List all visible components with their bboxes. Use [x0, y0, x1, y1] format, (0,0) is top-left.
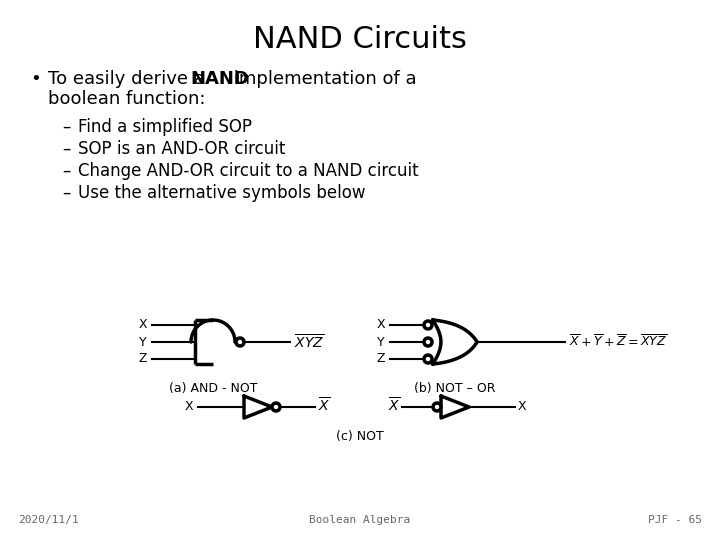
Text: X: X	[377, 319, 385, 332]
Text: Find a simplified SOP: Find a simplified SOP	[78, 118, 252, 136]
Circle shape	[433, 403, 441, 411]
Text: –: –	[62, 140, 71, 158]
Text: (b) NOT – OR: (b) NOT – OR	[414, 382, 496, 395]
Text: NAND Circuits: NAND Circuits	[253, 25, 467, 54]
Text: Use the alternative symbols below: Use the alternative symbols below	[78, 184, 366, 202]
Text: •: •	[30, 70, 41, 88]
Text: NAND: NAND	[190, 70, 249, 88]
Text: $\overline{XYZ}$: $\overline{XYZ}$	[294, 333, 324, 351]
Text: –: –	[62, 118, 71, 136]
Text: $\overline{X}$: $\overline{X}$	[318, 396, 330, 414]
Text: $\overline{X}$: $\overline{X}$	[387, 396, 400, 414]
Text: X: X	[184, 401, 193, 414]
Text: 2020/11/1: 2020/11/1	[18, 515, 78, 525]
Text: Boolean Algebra: Boolean Algebra	[310, 515, 410, 525]
Text: To easily derive a: To easily derive a	[48, 70, 211, 88]
Text: (c) NOT: (c) NOT	[336, 430, 384, 443]
Text: –: –	[62, 184, 71, 202]
Text: PJF - 65: PJF - 65	[648, 515, 702, 525]
Text: Z: Z	[138, 353, 147, 366]
Circle shape	[424, 321, 432, 329]
Text: Y: Y	[377, 335, 385, 348]
Circle shape	[236, 338, 244, 346]
Text: Y: Y	[140, 335, 147, 348]
Circle shape	[272, 403, 280, 411]
Circle shape	[424, 338, 432, 346]
Text: Z: Z	[377, 353, 385, 366]
Circle shape	[424, 355, 432, 363]
Text: X: X	[138, 319, 147, 332]
Text: –: –	[62, 162, 71, 180]
Text: (a) AND - NOT: (a) AND - NOT	[168, 382, 257, 395]
Text: Change AND-OR circuit to a NAND circuit: Change AND-OR circuit to a NAND circuit	[78, 162, 418, 180]
Text: $\overline{X}+\overline{Y}+\overline{Z}=\overline{XYZ}$: $\overline{X}+\overline{Y}+\overline{Z}=…	[569, 334, 667, 350]
Text: SOP is an AND-OR circuit: SOP is an AND-OR circuit	[78, 140, 285, 158]
Text: X: X	[518, 401, 526, 414]
Text: boolean function:: boolean function:	[48, 90, 205, 108]
Text: implementation of a: implementation of a	[228, 70, 417, 88]
